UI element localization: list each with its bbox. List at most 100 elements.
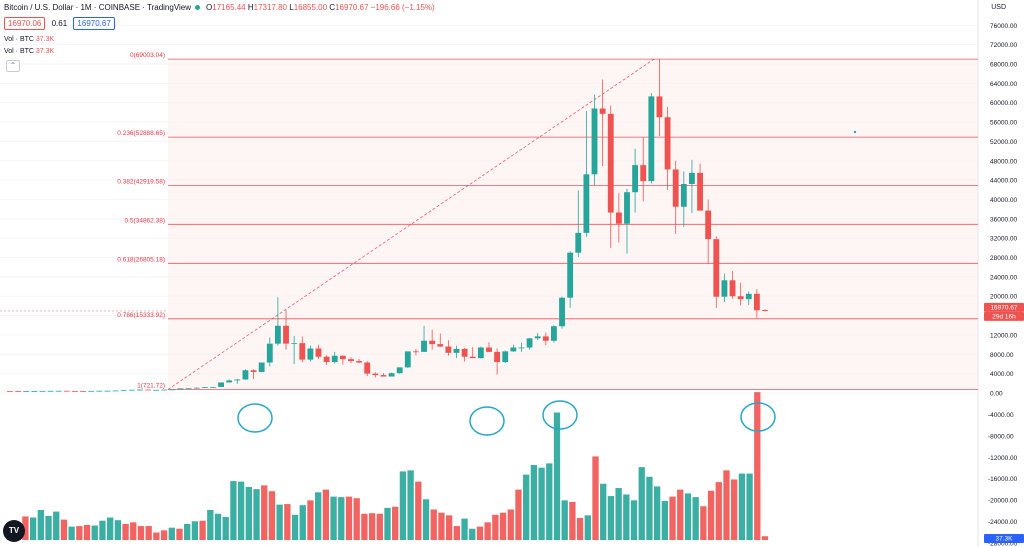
volume-tag-bg bbox=[984, 534, 1024, 543]
candle-body bbox=[210, 386, 216, 388]
volume-bar bbox=[530, 465, 538, 540]
tradingview-logo-icon[interactable]: TV bbox=[3, 520, 25, 542]
candle-body bbox=[713, 239, 720, 297]
candle-body bbox=[745, 293, 752, 300]
volume-bar bbox=[507, 509, 514, 540]
candle-body bbox=[323, 356, 330, 363]
volume-bar bbox=[137, 526, 145, 540]
volume-bar bbox=[29, 517, 37, 540]
volume-bar bbox=[160, 530, 168, 540]
volume-bar bbox=[646, 476, 653, 540]
candle-body bbox=[469, 356, 476, 359]
price-axis-label: 32000.00 bbox=[990, 236, 1017, 243]
volume-bar bbox=[492, 514, 499, 540]
price-axis-label: 24000.00 bbox=[990, 274, 1017, 281]
volume-bar bbox=[176, 528, 183, 540]
candle-body bbox=[364, 362, 371, 374]
candle-body bbox=[153, 389, 160, 391]
ohlc-values: O17165.44 H17317.80 L16855.00 C16970.67 … bbox=[206, 3, 435, 12]
volume-bar bbox=[661, 500, 669, 540]
candle-body bbox=[88, 390, 95, 392]
volume-bar bbox=[168, 527, 175, 540]
volume-legend-1[interactable]: Vol · BTC 37.3K bbox=[4, 34, 54, 45]
volume-bar bbox=[738, 473, 746, 540]
candle-body bbox=[23, 391, 30, 392]
currency-label[interactable]: USD bbox=[991, 4, 1006, 11]
candle-body bbox=[689, 172, 695, 184]
ohlc-key: H bbox=[247, 3, 254, 12]
volume-legend-label: Vol · BTC bbox=[4, 48, 34, 55]
volume-bar bbox=[553, 412, 561, 540]
candle-body bbox=[656, 96, 663, 118]
candle-body bbox=[258, 362, 265, 372]
candle-body bbox=[534, 336, 541, 339]
volume-bar bbox=[392, 506, 399, 540]
price-axis-label: 8000.00 bbox=[990, 352, 1014, 359]
candle-body bbox=[494, 351, 501, 363]
candle-body bbox=[339, 355, 346, 360]
candle-body bbox=[567, 252, 574, 298]
candle-body bbox=[591, 108, 598, 175]
candle-body bbox=[542, 336, 549, 341]
volume-bar bbox=[284, 504, 291, 540]
candle-body bbox=[583, 174, 590, 233]
volume-bar bbox=[191, 521, 199, 540]
volume-bar bbox=[145, 526, 152, 540]
volume-bar bbox=[291, 514, 299, 540]
candle-body bbox=[299, 343, 306, 360]
volume-legend-label: Vol · BTC bbox=[4, 36, 34, 43]
volume-bar bbox=[731, 479, 738, 540]
volume-bar bbox=[276, 504, 283, 540]
volume-bar bbox=[576, 518, 584, 540]
volume-bar bbox=[330, 496, 337, 540]
annotation-circle bbox=[740, 402, 776, 432]
volume-axis-label: -24000.00 bbox=[988, 519, 1018, 526]
candle-body bbox=[242, 370, 249, 380]
price-axis-label: 68000.00 bbox=[990, 62, 1017, 69]
chevron-up-icon[interactable]: ⌃ bbox=[6, 60, 20, 72]
buy-price-button[interactable]: 16970.67 bbox=[73, 17, 115, 30]
volume-bar bbox=[368, 513, 376, 540]
volume-bar bbox=[261, 485, 268, 540]
volume-bar bbox=[353, 498, 360, 540]
volume-bar bbox=[461, 518, 468, 540]
candle-body bbox=[632, 165, 639, 193]
candle-body bbox=[680, 183, 687, 207]
candle-body bbox=[201, 387, 208, 388]
volume-bar bbox=[299, 505, 306, 540]
volume-bar bbox=[707, 490, 715, 540]
candle-body bbox=[664, 117, 671, 170]
sell-price-button[interactable]: 16970.06 bbox=[4, 17, 46, 30]
volume-legend-value: 37.3K bbox=[35, 36, 55, 43]
volume-bar bbox=[222, 516, 229, 540]
candle-body bbox=[96, 390, 103, 392]
candle-body bbox=[624, 192, 630, 224]
volume-bar bbox=[322, 489, 330, 540]
volume-bar bbox=[268, 491, 276, 540]
candle-body bbox=[72, 390, 78, 392]
volume-bar bbox=[638, 467, 645, 540]
candle-body bbox=[63, 390, 70, 392]
candle-body bbox=[169, 389, 176, 391]
candle-body bbox=[729, 280, 736, 297]
volume-legend-2[interactable]: Vol · BTC 37.3K bbox=[4, 46, 54, 57]
volume-bar bbox=[338, 497, 345, 540]
candle-body bbox=[80, 390, 86, 392]
volume-bar bbox=[184, 523, 191, 540]
candle-body bbox=[486, 347, 492, 352]
candle-body bbox=[315, 348, 322, 357]
volume-bar bbox=[76, 526, 83, 540]
candle-body bbox=[705, 210, 712, 240]
candle-body bbox=[388, 373, 395, 377]
candle-body bbox=[477, 347, 484, 359]
volume-bar bbox=[623, 494, 630, 540]
volume-bar bbox=[384, 507, 391, 540]
ohlc-value: 16855.00 bbox=[293, 3, 330, 12]
volume-bar bbox=[345, 496, 353, 540]
price-axis-label: 40000.00 bbox=[990, 197, 1017, 204]
volume-bar bbox=[245, 486, 252, 540]
volume-bar bbox=[106, 517, 114, 540]
price-axis-label: 4000.00 bbox=[990, 371, 1014, 378]
price-axis-label: 36000.00 bbox=[990, 216, 1017, 223]
